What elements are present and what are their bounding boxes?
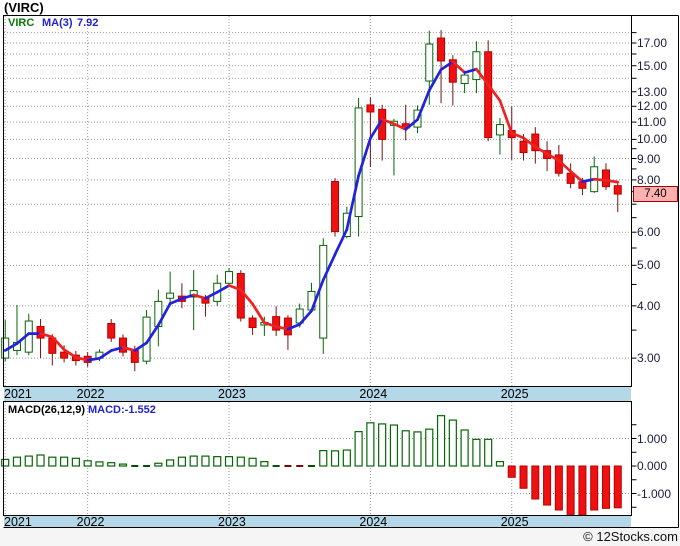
stock-chart-canvas [1, 15, 679, 528]
stock-chart-page: (VIRC) VIRC MA(3) 7.92 MACD(26,12,9) MAC… [0, 0, 680, 546]
